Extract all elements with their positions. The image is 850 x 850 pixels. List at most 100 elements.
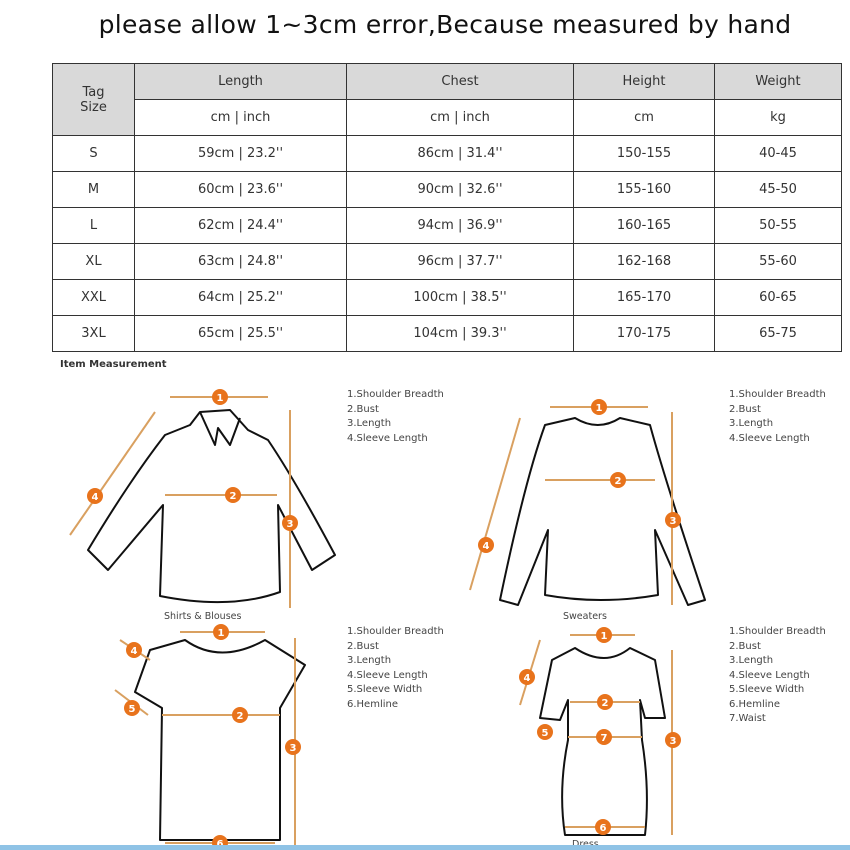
measurement-legend: 1.Shoulder Breadth 2.Bust 3.Length 4.Sleeve… xyxy=(729,388,826,446)
value-cell: 165-170 xyxy=(573,279,715,316)
measurement-marker xyxy=(519,669,535,685)
marker-number: 2 xyxy=(237,711,244,722)
marker-number: 6 xyxy=(217,839,224,850)
unit-height: cm xyxy=(573,99,715,136)
marker-number: 7 xyxy=(601,733,608,744)
measurement-marker xyxy=(478,537,494,553)
measurement-legend: 1.Shoulder Breadth 2.Bust 3.Length 4.Sleeve… xyxy=(347,388,444,446)
marker-number: 3 xyxy=(287,519,294,530)
value-cell: 86cm | 31.4'' xyxy=(346,135,574,172)
legend-item: 3.Length xyxy=(347,418,392,429)
size-cell: 3XL xyxy=(52,315,135,352)
measurement-marker xyxy=(213,624,229,640)
measurement-marker xyxy=(596,729,612,745)
marker-number: 5 xyxy=(542,728,549,739)
garment-caption: Sweaters xyxy=(563,611,607,622)
marker-number: 3 xyxy=(290,743,297,754)
bottom-bar xyxy=(0,845,850,850)
marker-number: 5 xyxy=(129,704,136,715)
marker-number: 3 xyxy=(670,736,677,747)
measurement-marker xyxy=(126,642,142,658)
measurement-marker xyxy=(225,487,241,503)
value-cell: 150-155 xyxy=(573,135,715,172)
legend-item: 4.Sleeve Length xyxy=(729,669,810,681)
header-chest: Chest xyxy=(346,63,574,100)
size-table: Tag Size Length Chest Height Weight cm | … xyxy=(52,63,842,352)
value-cell: 60cm | 23.6'' xyxy=(134,171,347,208)
marker-number: 4 xyxy=(483,541,490,552)
measurement-marker xyxy=(285,739,301,755)
legend-item: 3.Length xyxy=(347,655,392,666)
measurement-marker xyxy=(232,707,248,723)
value-cell: 90cm | 32.6'' xyxy=(346,171,574,208)
unit-chest: cm | inch xyxy=(346,99,574,136)
measurement-legend: 1.Shoulder Breadth 2.Bust 3.Length 4.Sleeve… xyxy=(729,625,826,727)
marker-number: 6 xyxy=(600,823,607,834)
measurement-marker xyxy=(212,389,228,405)
table-row: XL 63cm | 24.8'' 96cm | 37.7'' 162-168 55-60 xyxy=(52,243,842,280)
legend-item: 4.Sleeve Length xyxy=(347,669,428,681)
legend-item: 3.Length xyxy=(729,655,774,666)
marker-number: 2 xyxy=(230,491,237,502)
header-weight: Weight xyxy=(714,63,842,100)
tag-size-header: Tag Size xyxy=(52,63,135,136)
legend-item: 2.Bust xyxy=(347,640,379,652)
legend-item: 2.Bust xyxy=(347,403,379,415)
measurement-marker xyxy=(665,732,681,748)
legend-item: 5.Sleeve Width xyxy=(729,684,805,695)
value-cell: 104cm | 39.3'' xyxy=(346,315,574,352)
measurement-marker xyxy=(610,472,626,488)
garment-caption: Dress xyxy=(572,839,599,850)
legend-item: 6.Hemline xyxy=(729,698,781,710)
legend-item: 1.Shoulder Breadth xyxy=(729,389,826,400)
marker-number: 4 xyxy=(92,492,99,503)
value-cell: 96cm | 37.7'' xyxy=(346,243,574,280)
header-height: Height xyxy=(573,63,715,100)
legend-item: 4.Sleeve Length xyxy=(729,432,810,444)
page-title: please allow 1~3cm error,Because measure… xyxy=(98,10,792,39)
shirt-outline xyxy=(87,409,336,604)
unit-weight: kg xyxy=(714,99,842,136)
marker-number: 1 xyxy=(601,631,608,642)
legend-item: 2.Bust xyxy=(729,640,761,652)
measurement-marker xyxy=(665,512,681,528)
marker-number: 4 xyxy=(524,673,531,684)
value-cell: 64cm | 25.2'' xyxy=(134,279,347,316)
measurement-marker xyxy=(537,724,553,740)
measurement-marker xyxy=(595,819,611,835)
measurement-marker xyxy=(124,700,140,716)
legend-item: 1.Shoulder Breadth xyxy=(347,626,444,637)
size-cell: XL xyxy=(52,243,135,280)
value-cell: 170-175 xyxy=(573,315,715,352)
legend-item: 1.Shoulder Breadth xyxy=(729,626,826,637)
sweater-outline xyxy=(499,417,706,606)
marker-number: 1 xyxy=(218,628,225,639)
dress-outline xyxy=(539,647,666,836)
marker-number: 1 xyxy=(596,403,603,414)
marker-number: 4 xyxy=(131,646,138,657)
marker-number: 2 xyxy=(615,476,622,487)
marker-number: 2 xyxy=(602,698,609,709)
marker-number: 1 xyxy=(217,393,224,404)
measurement-marker xyxy=(597,694,613,710)
legend-item: 5.Sleeve Width xyxy=(347,684,423,695)
value-cell: 65cm | 25.5'' xyxy=(134,315,347,352)
value-cell: 63cm | 24.8'' xyxy=(134,243,347,280)
legend-item: 2.Bust xyxy=(729,403,761,415)
value-cell: 65-75 xyxy=(714,315,842,352)
measurement-marker xyxy=(591,399,607,415)
legend-item: 1.Shoulder Breadth xyxy=(347,389,444,400)
item-measurement-label: Item Measurement xyxy=(60,359,167,370)
garment-caption: Shirts & Blouses xyxy=(164,611,242,622)
tshirt-outline xyxy=(134,639,306,841)
legend-item: 3.Length xyxy=(729,418,774,429)
legend-item: 7.Waist xyxy=(729,713,766,724)
measurement-marker xyxy=(282,515,298,531)
table-row: 3XL 65cm | 25.5'' 104cm | 39.3'' 170-175 65-… xyxy=(52,315,842,352)
measurement-marker xyxy=(596,627,612,643)
marker-number: 3 xyxy=(670,516,677,527)
value-cell: 45-50 xyxy=(714,171,842,208)
value-cell: 59cm | 23.2'' xyxy=(134,135,347,172)
